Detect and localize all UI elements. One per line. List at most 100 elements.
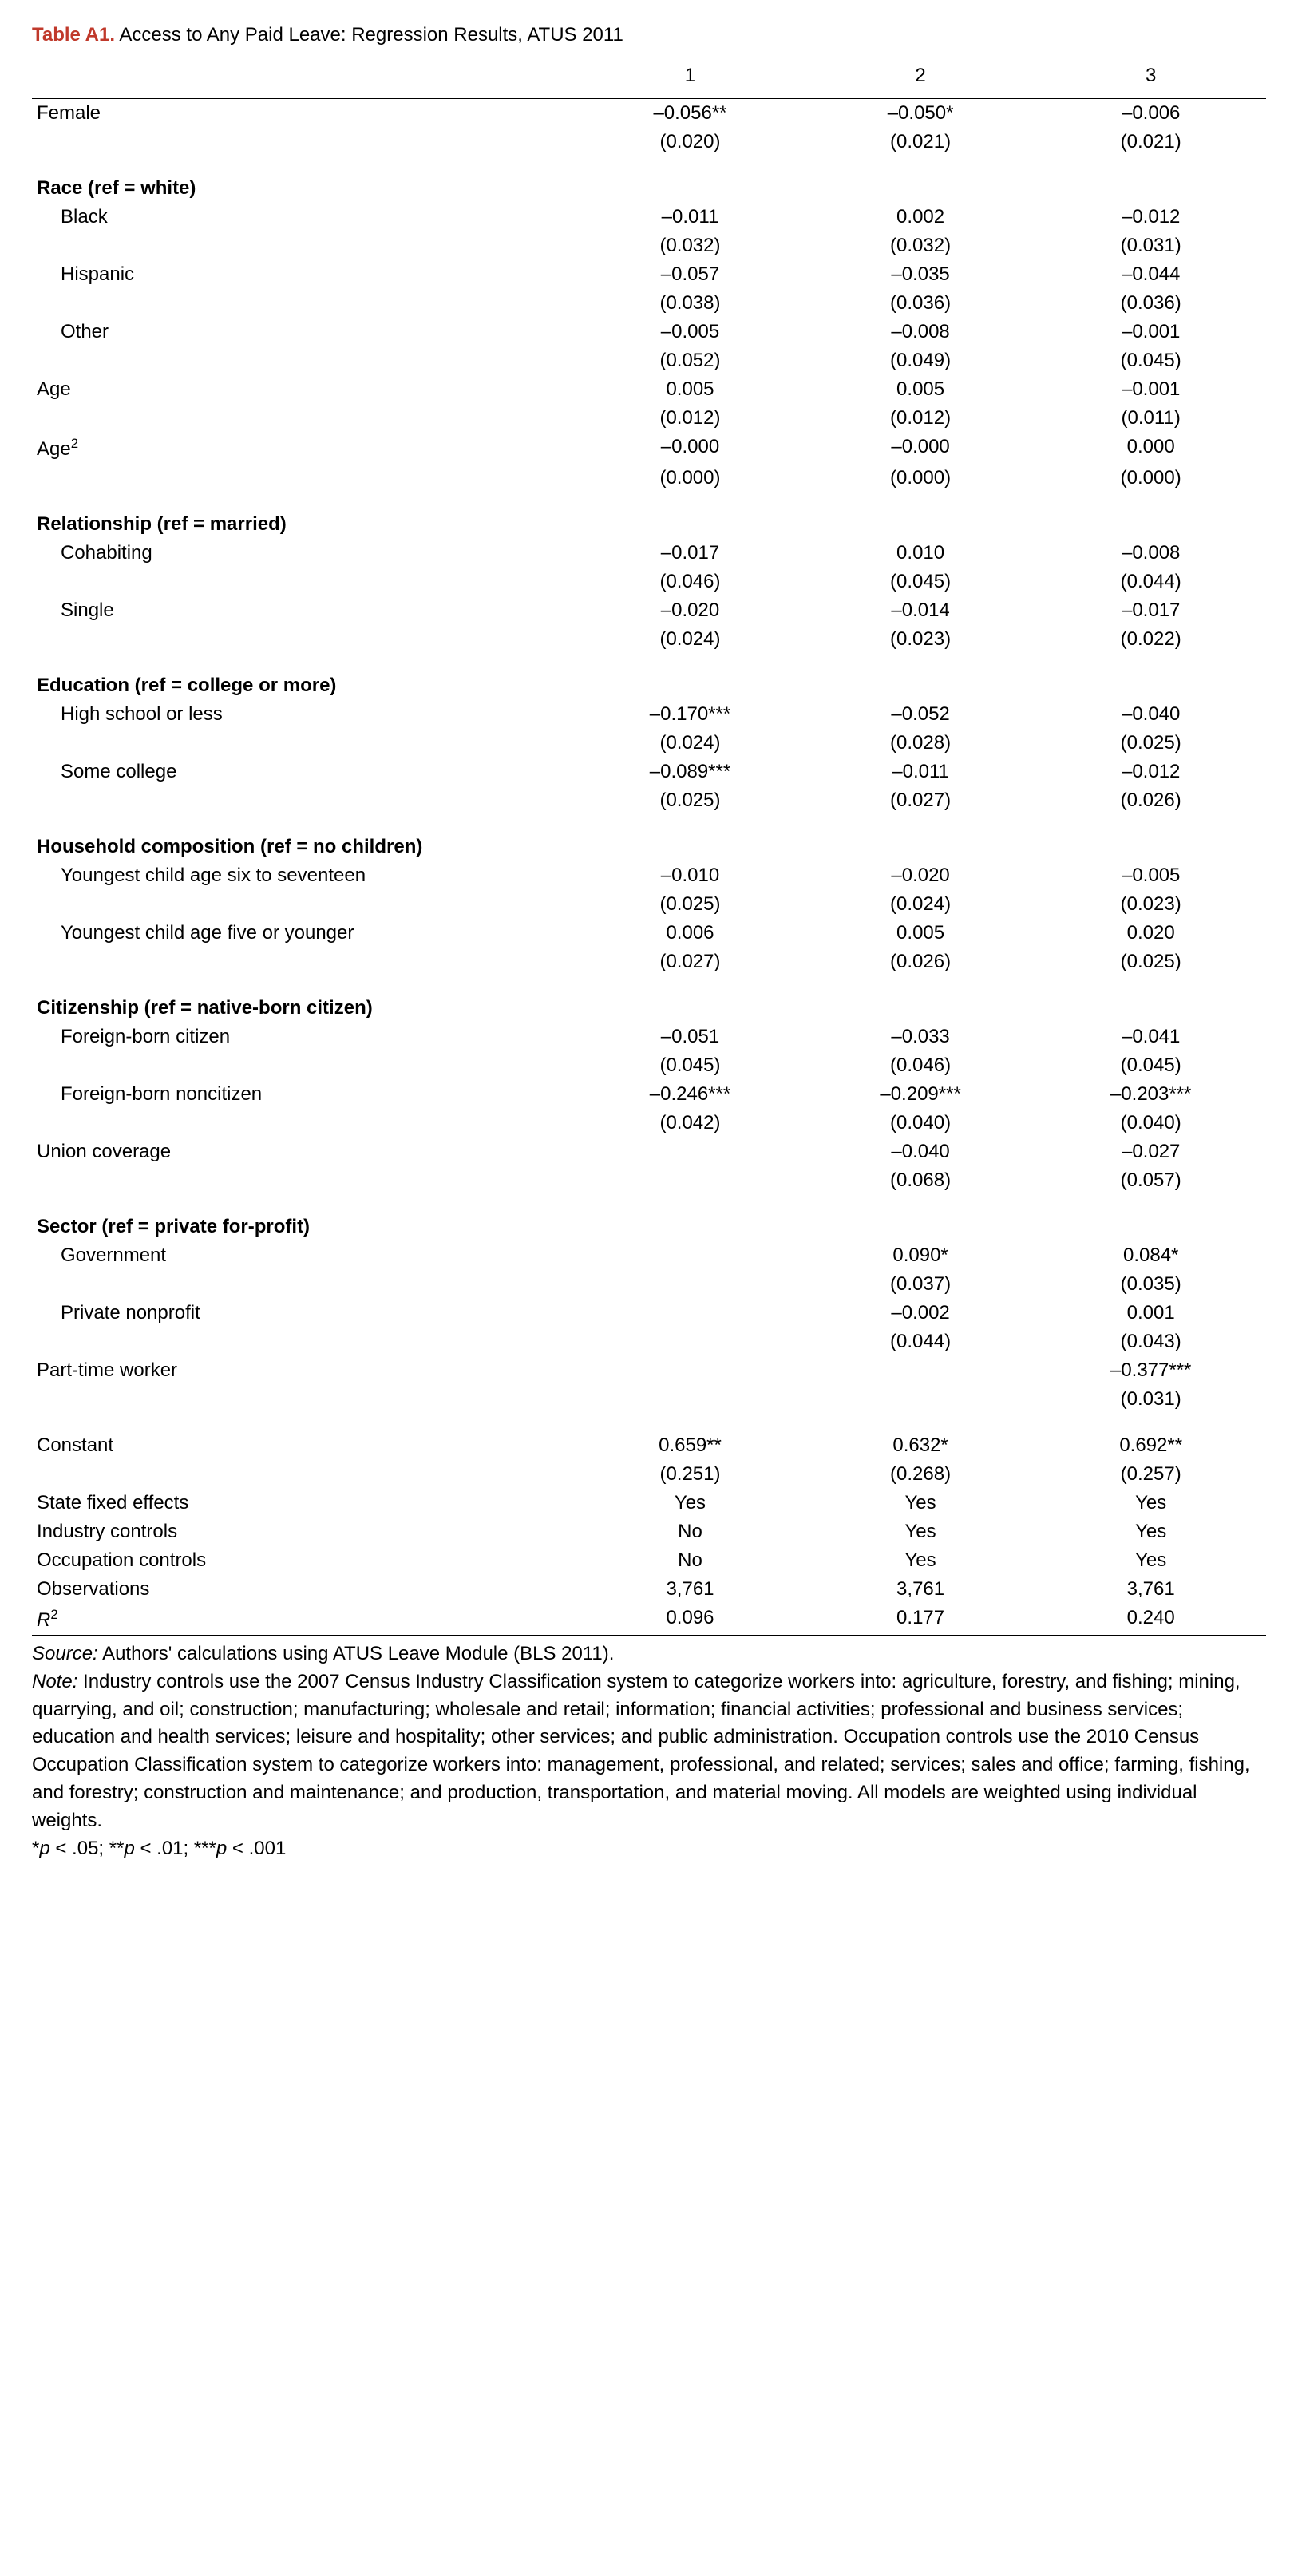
row-label: Age2: [32, 433, 575, 464]
data-cell: –0.001: [1035, 375, 1266, 404]
se-blank: [32, 786, 575, 815]
data-cell: –0.209***: [805, 1080, 1036, 1109]
se-blank: [32, 625, 575, 654]
se-cell: (0.031): [1035, 231, 1266, 260]
se-cell: (0.026): [805, 948, 1036, 976]
se-cell: (0.022): [1035, 625, 1266, 654]
data-cell: 0.010: [805, 539, 1036, 568]
se-cell: (0.042): [575, 1109, 805, 1138]
data-cell: –0.089***: [575, 758, 805, 786]
se-cell: (0.024): [575, 729, 805, 758]
table-title: Table A1. Access to Any Paid Leave: Regr…: [32, 24, 1266, 46]
spacer-row: [32, 815, 1266, 833]
data-cell: 0.632*: [805, 1431, 1036, 1460]
row-label: Age: [32, 375, 575, 404]
section-label: Education (ref = college or more): [32, 671, 1266, 700]
data-cell: –0.020: [575, 596, 805, 625]
sig-p1: p: [39, 1838, 49, 1859]
spacer-row: [32, 1414, 1266, 1431]
se-cell: (0.012): [575, 404, 805, 433]
se-cell: [805, 1385, 1036, 1414]
se-row: (0.000)(0.000)(0.000): [32, 464, 1266, 493]
data-cell: –0.203***: [1035, 1080, 1266, 1109]
section-row: Race (ref = white): [32, 174, 1266, 203]
row-label: Private nonprofit: [32, 1299, 575, 1328]
se-cell: (0.057): [1035, 1166, 1266, 1195]
se-cell: (0.021): [1035, 128, 1266, 156]
sig-p2: p: [124, 1838, 134, 1859]
se-row: (0.012)(0.012)(0.011): [32, 404, 1266, 433]
se-row: (0.045)(0.046)(0.045): [32, 1051, 1266, 1080]
se-blank: [32, 1051, 575, 1080]
data-row: Black–0.0110.002–0.012: [32, 203, 1266, 231]
data-cell: 0.001: [1035, 1299, 1266, 1328]
spacer-row: [32, 654, 1266, 671]
row-label: Female: [32, 99, 575, 128]
data-cell: –0.051: [575, 1023, 805, 1051]
se-cell: (0.000): [1035, 464, 1266, 493]
data-cell: [575, 1356, 805, 1385]
se-cell: (0.044): [805, 1328, 1036, 1356]
data-row: Youngest child age six to seventeen–0.01…: [32, 861, 1266, 890]
se-cell: [575, 1270, 805, 1299]
se-cell: (0.028): [805, 729, 1036, 758]
data-cell: [575, 1299, 805, 1328]
data-cell: –0.002: [805, 1299, 1036, 1328]
row-label: Occupation controls: [32, 1546, 575, 1575]
data-row: Single–0.020–0.014–0.017: [32, 596, 1266, 625]
se-blank: [32, 948, 575, 976]
row-label: Part-time worker: [32, 1356, 575, 1385]
data-cell: –0.005: [575, 318, 805, 346]
table-footer: Source: Authors' calculations using ATUS…: [32, 1640, 1266, 1862]
data-row: High school or less–0.170***–0.052–0.040: [32, 700, 1266, 729]
se-cell: (0.268): [805, 1460, 1036, 1489]
data-row: Constant0.659**0.632*0.692**: [32, 1431, 1266, 1460]
row-label: Cohabiting: [32, 539, 575, 568]
bottom-rule: [32, 1635, 1266, 1636]
data-cell: 0.177: [805, 1604, 1036, 1635]
data-cell: –0.377***: [1035, 1356, 1266, 1385]
se-cell: (0.046): [805, 1051, 1036, 1080]
sig-star1: *: [32, 1838, 39, 1859]
row-label: Foreign-born citizen: [32, 1023, 575, 1051]
data-cell: –0.014: [805, 596, 1036, 625]
se-row: (0.251)(0.268)(0.257): [32, 1460, 1266, 1489]
data-cell: –0.044: [1035, 260, 1266, 289]
se-row: (0.044)(0.043): [32, 1328, 1266, 1356]
data-cell: Yes: [805, 1518, 1036, 1546]
table-body: Female–0.056**–0.050*–0.006(0.020)(0.021…: [32, 99, 1266, 1636]
data-cell: –0.012: [1035, 758, 1266, 786]
data-cell: Yes: [1035, 1489, 1266, 1518]
se-cell: (0.068): [805, 1166, 1036, 1195]
data-cell: –0.050*: [805, 99, 1036, 128]
data-row: Age2–0.000–0.0000.000: [32, 433, 1266, 464]
se-blank: [32, 404, 575, 433]
data-cell: 3,761: [1035, 1575, 1266, 1604]
row-label: High school or less: [32, 700, 575, 729]
col-header-1: 1: [575, 53, 805, 99]
row-label: Youngest child age five or younger: [32, 919, 575, 948]
sig-t1: < .05; **: [50, 1838, 125, 1859]
se-blank: [32, 464, 575, 493]
se-cell: (0.036): [805, 289, 1036, 318]
se-cell: (0.025): [1035, 948, 1266, 976]
se-blank: [32, 729, 575, 758]
se-cell: (0.045): [1035, 346, 1266, 375]
source-line: Source: Authors' calculations using ATUS…: [32, 1640, 1266, 1668]
data-cell: 0.659**: [575, 1431, 805, 1460]
se-row: (0.020)(0.021)(0.021): [32, 128, 1266, 156]
data-cell: –0.011: [575, 203, 805, 231]
se-cell: (0.045): [575, 1051, 805, 1080]
se-cell: (0.043): [1035, 1328, 1266, 1356]
se-cell: (0.037): [805, 1270, 1036, 1299]
col-header-3: 3: [1035, 53, 1266, 99]
data-cell: –0.010: [575, 861, 805, 890]
data-cell: –0.017: [1035, 596, 1266, 625]
data-cell: –0.008: [805, 318, 1036, 346]
summary-row: Industry controlsNoYesYes: [32, 1518, 1266, 1546]
se-cell: (0.026): [1035, 786, 1266, 815]
se-blank: [32, 568, 575, 596]
row-label: Black: [32, 203, 575, 231]
data-cell: No: [575, 1518, 805, 1546]
se-blank: [32, 1460, 575, 1489]
